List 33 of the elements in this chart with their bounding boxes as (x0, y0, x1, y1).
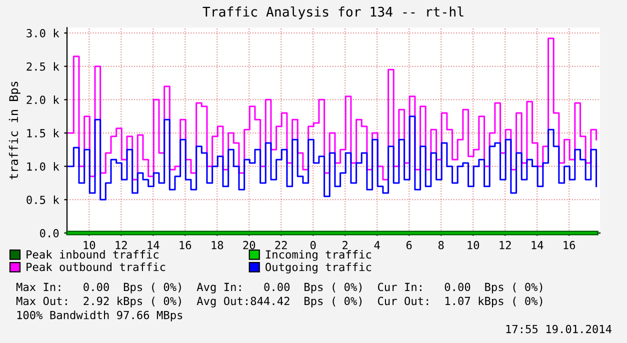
text: Max Out: 2.92 kBps ( 0%) Avg Out:844.42 Bps ( 0%) Cur Out: 1.07 kBps ( 0%) (16, 296, 542, 308)
x-tick-label: 8 (438, 240, 444, 250)
x-tick-label: 18 (212, 240, 224, 250)
x-tick-label: 14 (532, 241, 544, 250)
x-tick-label: 16 (564, 240, 576, 250)
x-tick-label: 22 (275, 240, 287, 250)
x-tick-label: 20 (243, 240, 256, 250)
legend-label: Incoming traffic (266, 250, 372, 261)
x-tick-label: 10 (84, 240, 96, 250)
y-tick-label: 1.5 k (27, 128, 60, 138)
y-tick-label: 0.0 (40, 229, 59, 238)
x-tick-label: 14 (148, 241, 160, 250)
legend-label: Outgoing traffic (266, 262, 372, 274)
text: 17:55 19.01.2014 (506, 324, 612, 334)
y-tick-label: 3.0 k (26, 28, 60, 38)
x-tick-label: 4 (374, 241, 380, 250)
x-tick-label: 0 (310, 240, 316, 250)
y-axis-title: traffic in Bps (8, 82, 20, 180)
y-tick-label: 2.5 k (26, 62, 60, 71)
x-tick-label: 12 (116, 240, 127, 250)
legend-label: Peak outbound traffic (26, 262, 166, 272)
y-tick-label: 0.5 k (26, 195, 60, 204)
y-tick-label: 1.0 k (27, 162, 60, 171)
y-tick-label: 2.0 k (26, 95, 60, 104)
text: 100% Bandwidth 97.66 MBps (17, 310, 182, 322)
x-tick-label: 12 (500, 240, 511, 250)
text: Max In: 0.00 Bps ( 0%) Avg In: 0.00 Bps ( 0%) Cur In: 0.00 Bps ( 0%) (16, 282, 542, 294)
x-tick-label: 16 (180, 240, 192, 250)
x-tick-label: 2 (342, 240, 348, 250)
chart-title: Traffic Analysis for 134 -- rt-hl (202, 6, 464, 20)
x-tick-label: 6 (406, 240, 412, 250)
legend-label: Peak inbound traffic (26, 250, 158, 259)
x-tick-label: 10 (468, 240, 480, 250)
